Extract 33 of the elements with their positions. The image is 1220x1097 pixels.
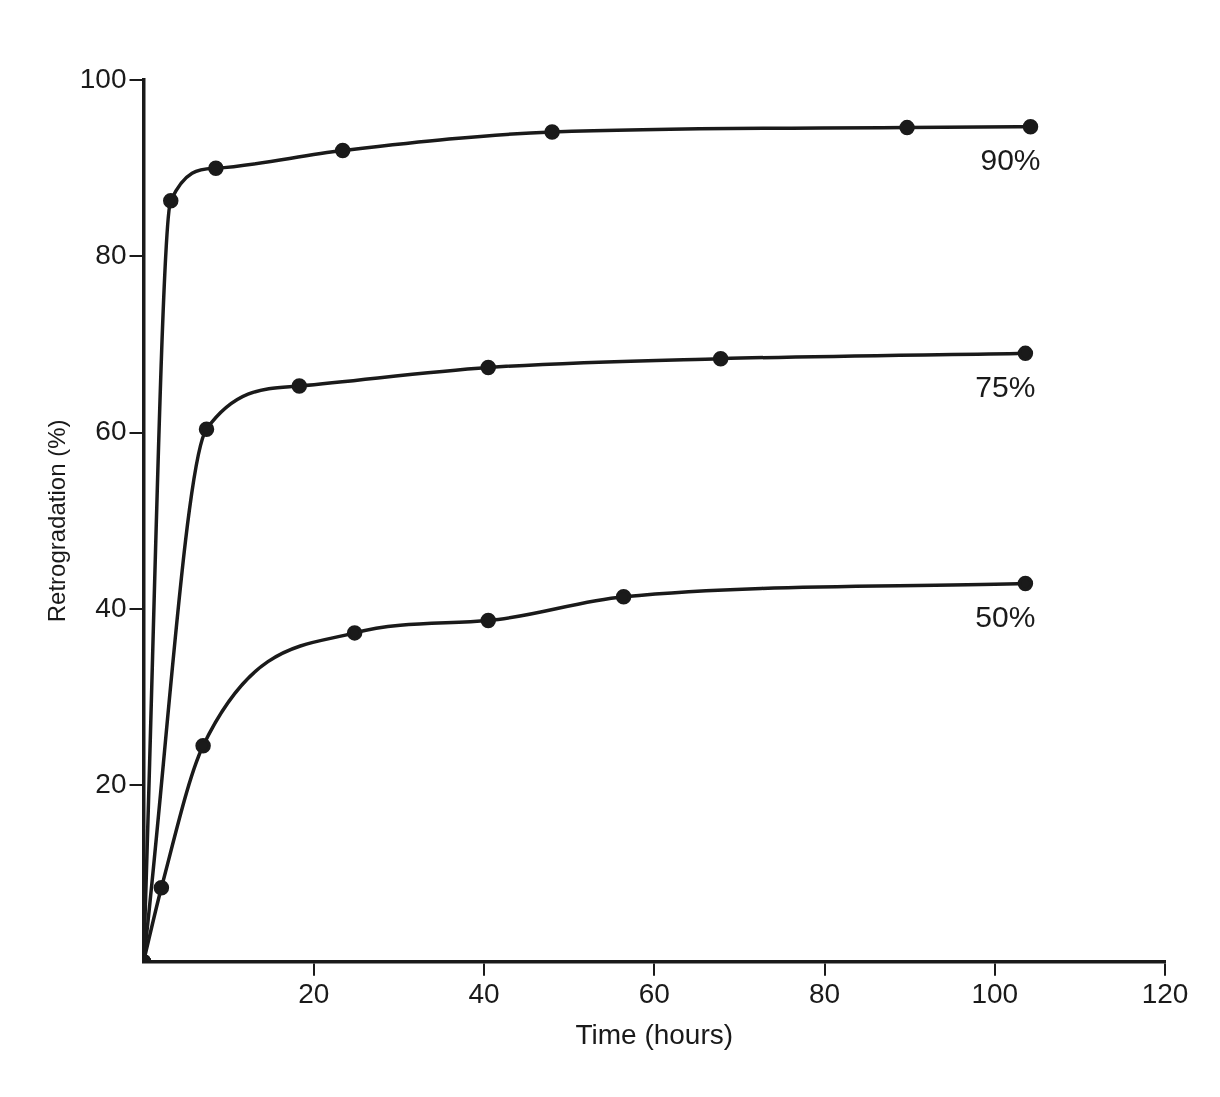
point <box>544 124 560 140</box>
point <box>163 193 179 209</box>
x-tick-label: 40 <box>468 978 500 1010</box>
y-tick-label: 100 <box>79 62 127 94</box>
series-label: 50% <box>975 599 1036 633</box>
point <box>480 359 497 376</box>
x-tick-label: 20 <box>298 978 330 1010</box>
x-tick-label: 100 <box>971 978 1019 1010</box>
series-label: 75% <box>975 369 1036 403</box>
point <box>615 588 632 605</box>
point <box>291 378 308 394</box>
x-axis-title: Time (hours) <box>575 1018 734 1050</box>
point <box>1022 118 1039 135</box>
point <box>208 160 224 176</box>
point <box>346 625 363 641</box>
y-tick-label: 20 <box>95 768 127 800</box>
x-tick-label: 120 <box>1141 978 1189 1010</box>
y-axis-title: Retrogradation (%) <box>43 419 71 623</box>
point <box>1017 345 1034 362</box>
x-tick-label: 60 <box>638 978 670 1010</box>
x-tick-label: 80 <box>808 978 841 1010</box>
y-tick-label: 80 <box>95 239 127 271</box>
point <box>480 612 497 629</box>
point <box>1017 575 1034 592</box>
point <box>195 738 211 754</box>
y-tick-label: 40 <box>95 591 127 623</box>
point <box>153 879 170 896</box>
point <box>334 142 351 159</box>
point <box>198 421 215 437</box>
point <box>712 350 729 367</box>
series-label: 90% <box>980 143 1041 176</box>
y-tick-label: 60 <box>95 415 127 447</box>
point <box>899 119 915 136</box>
